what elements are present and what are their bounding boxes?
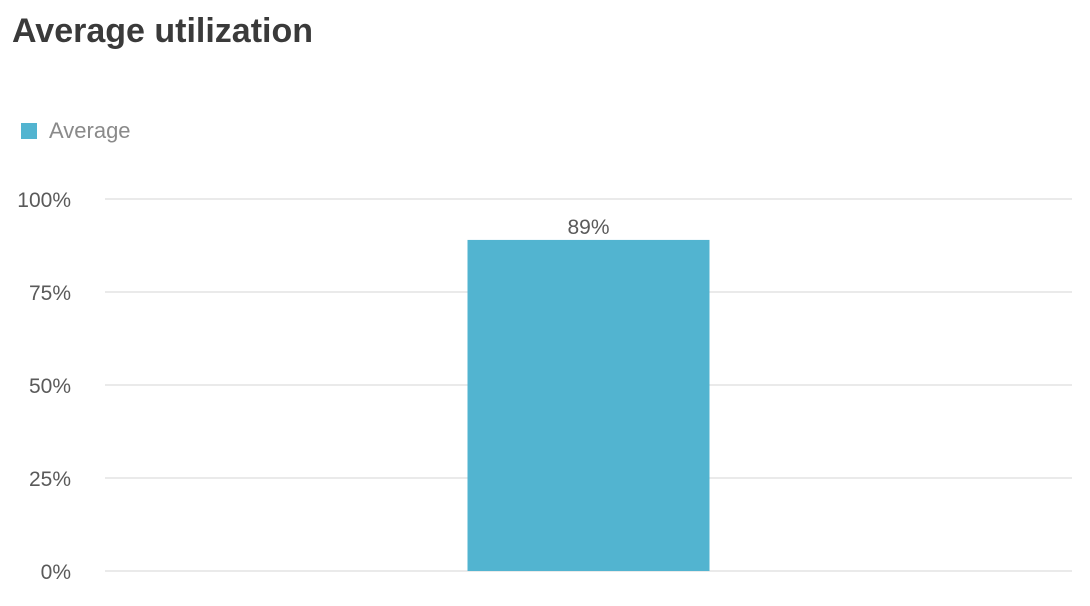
bars <box>467 239 710 572</box>
legend-label-average: Average <box>49 118 131 143</box>
legend-swatch-average <box>21 123 37 139</box>
bar-average <box>467 239 710 572</box>
y-tick-label: 50% <box>29 375 71 398</box>
y-tick-label: 100% <box>17 189 71 212</box>
legend: Average <box>21 118 131 144</box>
y-axis-ticks: 0% 25% 50% 75% 100% <box>17 189 71 584</box>
y-tick-label: 0% <box>41 561 71 584</box>
y-tick-label: 25% <box>29 468 71 491</box>
data-labels: 89% <box>567 216 609 239</box>
chart-title: Average utilization <box>12 12 314 50</box>
y-tick-label: 75% <box>29 282 71 305</box>
bar-value-label: 89% <box>567 216 609 239</box>
